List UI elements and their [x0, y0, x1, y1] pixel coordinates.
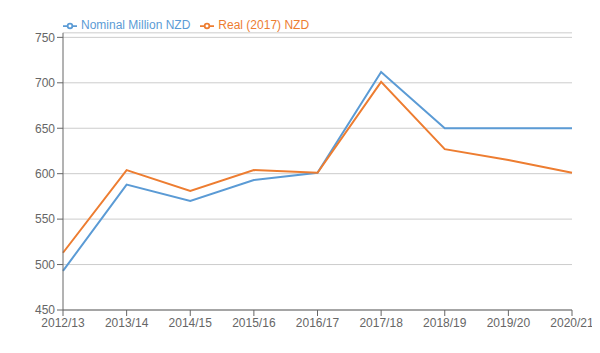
svg-text:2018/19: 2018/19	[423, 316, 467, 330]
svg-text:450: 450	[35, 303, 55, 317]
svg-text:2019/20: 2019/20	[487, 316, 531, 330]
svg-text:650: 650	[35, 122, 55, 136]
svg-text:750: 750	[35, 31, 55, 45]
svg-text:2014/15: 2014/15	[169, 316, 213, 330]
svg-text:600: 600	[35, 167, 55, 181]
svg-text:2020/21: 2020/21	[550, 316, 592, 330]
svg-text:2013/14: 2013/14	[105, 316, 149, 330]
svg-text:550: 550	[35, 212, 55, 226]
svg-text:2015/16: 2015/16	[232, 316, 276, 330]
svg-text:500: 500	[35, 258, 55, 272]
svg-text:2017/18: 2017/18	[359, 316, 403, 330]
svg-text:700: 700	[35, 76, 55, 90]
html-text:Nominal Million NZD: Nominal Million NZD	[81, 18, 191, 32]
svg-text:2016/17: 2016/17	[296, 316, 340, 330]
svg-text:2012/13: 2012/13	[41, 316, 85, 330]
html-text:Real (2017) NZD: Real (2017) NZD	[218, 18, 310, 32]
